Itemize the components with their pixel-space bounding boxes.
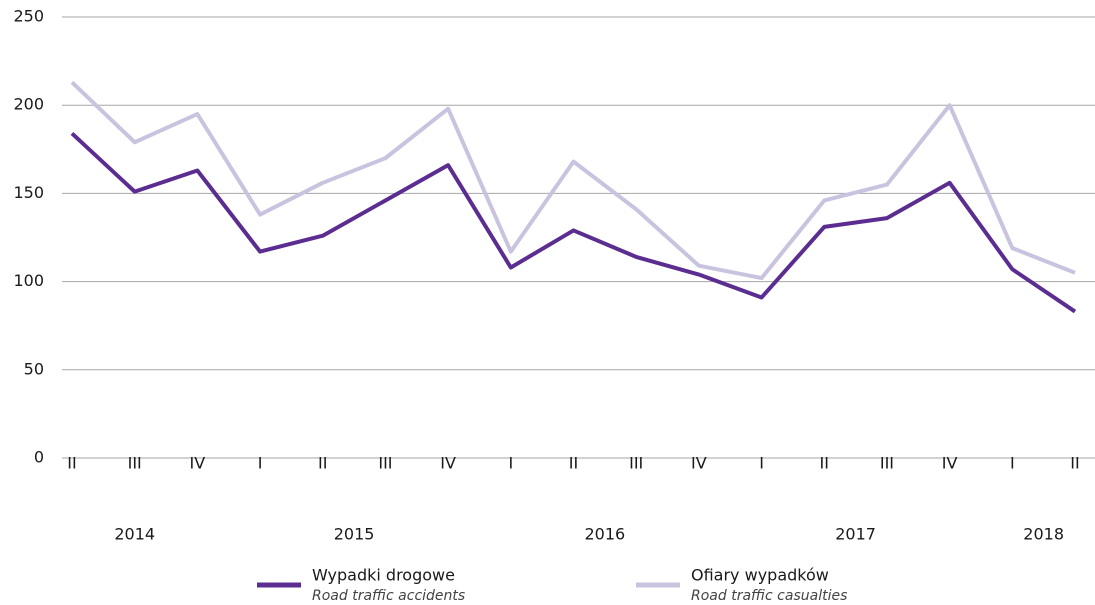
legend-sublabel: Road traffic casualties [691,588,847,604]
x-tick-label: II [1070,454,1079,473]
year-label: 2014 [114,525,155,544]
y-tick-label: 100 [13,271,44,290]
y-tick-label: 150 [13,183,44,202]
legend-label: Wypadki drogowe [312,566,455,585]
x-tick-label: III [128,454,142,473]
year-label: 2017 [835,525,876,544]
legend-sublabel: Road traffic accidents [312,588,465,604]
x-tick-label: IV [942,454,958,473]
x-tick-label: I [258,454,263,473]
legend-label: Ofiary wypadków [691,566,829,585]
x-tick-label: IV [190,454,206,473]
x-tick-label: III [378,454,392,473]
y-tick-label: 250 [13,7,44,26]
year-label: 2015 [334,525,375,544]
x-tick-label: II [67,454,76,473]
series-line [70,131,1077,314]
series-line [70,80,1076,281]
y-tick-label: 200 [13,95,44,114]
x-tick-label: IV [691,454,707,473]
x-tick-label: II [569,454,578,473]
x-tick-label: III [880,454,894,473]
x-tick-label: II [820,454,829,473]
x-tick-label: I [759,454,764,473]
y-tick-label: 50 [24,359,44,378]
year-label: 2016 [584,525,625,544]
x-tick-label: III [629,454,643,473]
y-tick-label: 0 [34,448,44,467]
x-tick-label: I [508,454,513,473]
x-tick-label: I [1010,454,1015,473]
x-tick-label: IV [440,454,456,473]
year-label: 2018 [1023,525,1064,544]
x-tick-label: II [318,454,327,473]
